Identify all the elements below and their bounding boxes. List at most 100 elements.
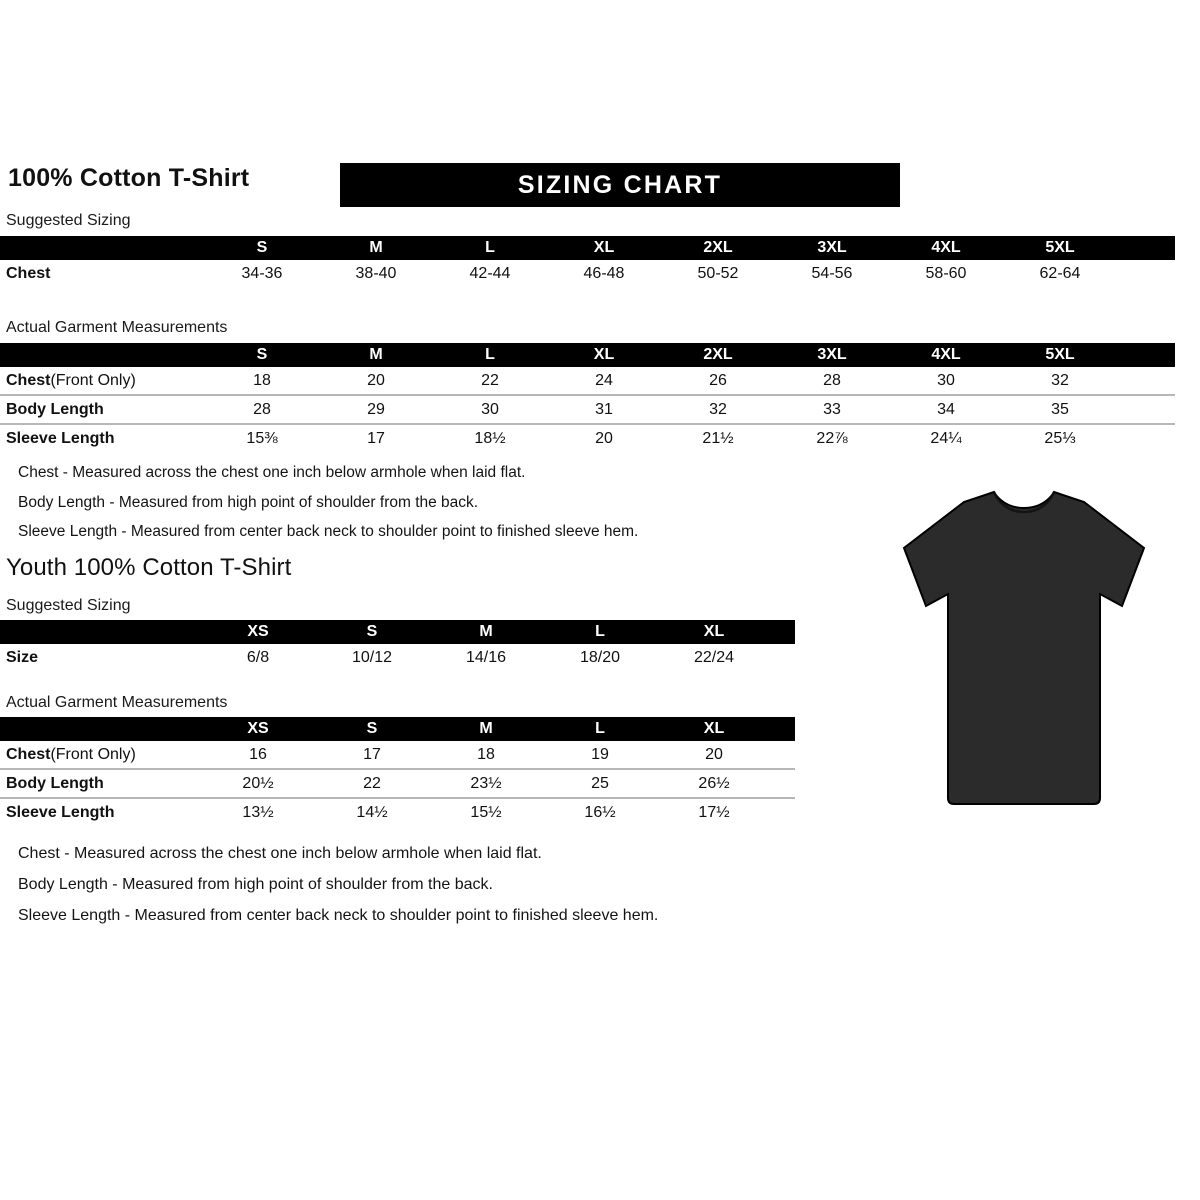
youth-actual-cell: 14½	[356, 803, 388, 821]
adult-actual-cell: 28	[253, 400, 271, 418]
adult-suggested-size-header: XL	[593, 239, 615, 256]
adult-actual-size-header: 4XL	[931, 346, 961, 363]
youth-note: Chest - Measured across the chest one in…	[18, 845, 542, 862]
adult-suggested-cell: 34-36	[241, 264, 283, 282]
youth-actual-header-row: XS S M L XL	[0, 717, 795, 741]
adult-actual-row-label: Sleeve Length	[6, 429, 115, 447]
adult-actual-cell: 20	[367, 371, 385, 389]
adult-actual-cell: 34	[937, 400, 955, 418]
adult-actual-cell: 33	[823, 400, 841, 418]
adult-actual-caption: Actual Garment Measurements	[6, 319, 228, 336]
youth-suggested-size-header: M	[479, 623, 493, 640]
youth-suggested-cell: 18/20	[579, 648, 621, 666]
tshirt-illustration	[898, 482, 1150, 812]
table-row: Body Length 20½ 22 23½ 25 26½	[0, 768, 795, 797]
adult-suggested-row-label: Chest	[6, 264, 51, 282]
adult-actual-cell: 31	[595, 400, 613, 418]
youth-actual-cell: 18	[477, 745, 495, 763]
adult-actual-size-header: XL	[593, 346, 615, 363]
adult-actual-cell: 35	[1051, 400, 1069, 418]
adult-actual-cell: 30	[481, 400, 499, 418]
adult-note: Sleeve Length - Measured from center bac…	[18, 523, 639, 540]
adult-actual-cell: 21½	[702, 429, 734, 447]
adult-suggested-cell: 50-52	[697, 264, 739, 282]
adult-actual-size-header: M	[369, 346, 383, 363]
adult-suggested-size-header: 4XL	[931, 239, 961, 256]
youth-actual-row-label: Sleeve Length	[6, 803, 115, 821]
adult-suggested-cell: 42-44	[469, 264, 511, 282]
table-row: Sleeve Length 15⅜ 17 18½ 20 21½ 22⅞ 24¼ 25⅓	[0, 423, 1175, 452]
adult-actual-row-label-qualifier: (Front Only)	[50, 371, 136, 389]
adult-actual-size-header: 5XL	[1045, 346, 1075, 363]
table-row: Size 6/8 10/12 14/16 18/20 22/24	[0, 644, 795, 671]
adult-suggested-cell: 62-64	[1039, 264, 1081, 282]
youth-actual-size-header: S	[366, 720, 378, 737]
adult-actual-cell: 26	[709, 371, 727, 389]
youth-suggested-size-header: L	[595, 623, 605, 640]
adult-measurement-notes: Chest - Measured across the chest one in…	[18, 465, 638, 554]
adult-suggested-size-header: 5XL	[1045, 239, 1075, 256]
youth-suggested-caption: Suggested Sizing	[6, 597, 131, 614]
adult-actual-cell: 17	[367, 429, 385, 447]
youth-actual-row-label-qualifier: (Front Only)	[50, 745, 136, 763]
youth-actual-measurements-table: XS S M L XL Chest (Front Only) 16 17 18 19 20 Body …	[0, 717, 795, 826]
adult-suggested-size-header: 3XL	[817, 239, 847, 256]
adult-suggested-cell: 38-40	[355, 264, 397, 282]
adult-actual-cell: 24	[595, 371, 613, 389]
adult-actual-row-label: Body Length	[6, 400, 104, 418]
youth-actual-cell: 20	[705, 745, 723, 763]
adult-suggested-size-header: S	[256, 239, 268, 256]
youth-actual-size-header: XL	[703, 720, 725, 737]
table-row: Chest 34-36 38-40 42-44 46-48 50-52 54-56 58-60…	[0, 260, 1175, 287]
youth-suggested-cell: 10/12	[351, 648, 393, 666]
adult-note: Chest - Measured across the chest one in…	[18, 464, 526, 481]
youth-actual-row-label: Chest (Front Only)	[6, 745, 136, 763]
youth-suggested-cell: 6/8	[246, 648, 270, 666]
adult-actual-measurements-table: S M L XL 2XL 3XL 4XL 5XL Chest (Front Only) 18 20 2…	[0, 343, 1175, 452]
adult-actual-cell: 29	[367, 400, 385, 418]
youth-actual-cell: 22	[363, 774, 381, 792]
adult-suggested-header-row: S M L XL 2XL 3XL 4XL 5XL	[0, 236, 1175, 260]
adult-actual-cell: 22	[481, 371, 499, 389]
adult-section-title: 100% Cotton T-Shirt	[8, 164, 250, 192]
adult-actual-cell: 20	[595, 429, 613, 447]
adult-actual-cell: 28	[823, 371, 841, 389]
youth-suggested-cell: 14/16	[465, 648, 507, 666]
sizing-chart-banner: SIZING CHART	[340, 163, 900, 207]
youth-actual-cell: 20½	[242, 774, 274, 792]
youth-suggested-size-header: XL	[703, 623, 725, 640]
adult-suggested-cell: 54-56	[811, 264, 853, 282]
adult-actual-size-header: 2XL	[703, 346, 733, 363]
adult-actual-cell: 18	[253, 371, 271, 389]
adult-suggested-caption: Suggested Sizing	[6, 212, 131, 229]
adult-actual-cell: 15⅜	[246, 429, 278, 447]
table-row: Chest (Front Only) 16 17 18 19 20	[0, 741, 795, 768]
adult-actual-cell: 32	[1051, 371, 1069, 389]
adult-actual-row-label: Chest (Front Only)	[6, 371, 136, 389]
youth-actual-cell: 17	[363, 745, 381, 763]
youth-actual-cell: 16	[249, 745, 267, 763]
youth-section-title: Youth 100% Cotton T-Shirt	[6, 554, 292, 581]
adult-suggested-cell: 58-60	[925, 264, 967, 282]
youth-suggested-sizing-table: XS S M L XL Size 6/8 10/12 14/16 18/20 22/24	[0, 620, 795, 671]
youth-actual-size-header: XS	[247, 720, 269, 737]
youth-suggested-header-row: XS S M L XL	[0, 620, 795, 644]
tshirt-icon	[902, 490, 1146, 805]
youth-measurement-notes: Chest - Measured across the chest one in…	[18, 846, 658, 939]
youth-actual-row-label: Body Length	[6, 774, 104, 792]
youth-actual-cell: 23½	[470, 774, 502, 792]
table-row: Sleeve Length 13½ 14½ 15½ 16½ 17½	[0, 797, 795, 826]
adult-actual-header-row: S M L XL 2XL 3XL 4XL 5XL	[0, 343, 1175, 367]
youth-actual-cell: 16½	[584, 803, 616, 821]
adult-actual-cell: 22⅞	[816, 429, 848, 447]
adult-suggested-size-header: L	[485, 239, 495, 256]
youth-actual-cell: 15½	[470, 803, 502, 821]
adult-actual-size-header: S	[256, 346, 268, 363]
adult-actual-cell: 32	[709, 400, 727, 418]
adult-actual-cell: 25⅓	[1044, 429, 1076, 447]
adult-actual-cell: 18½	[474, 429, 506, 447]
youth-actual-size-header: M	[479, 720, 493, 737]
adult-actual-cell: 30	[937, 371, 955, 389]
youth-actual-cell: 25	[591, 774, 609, 792]
